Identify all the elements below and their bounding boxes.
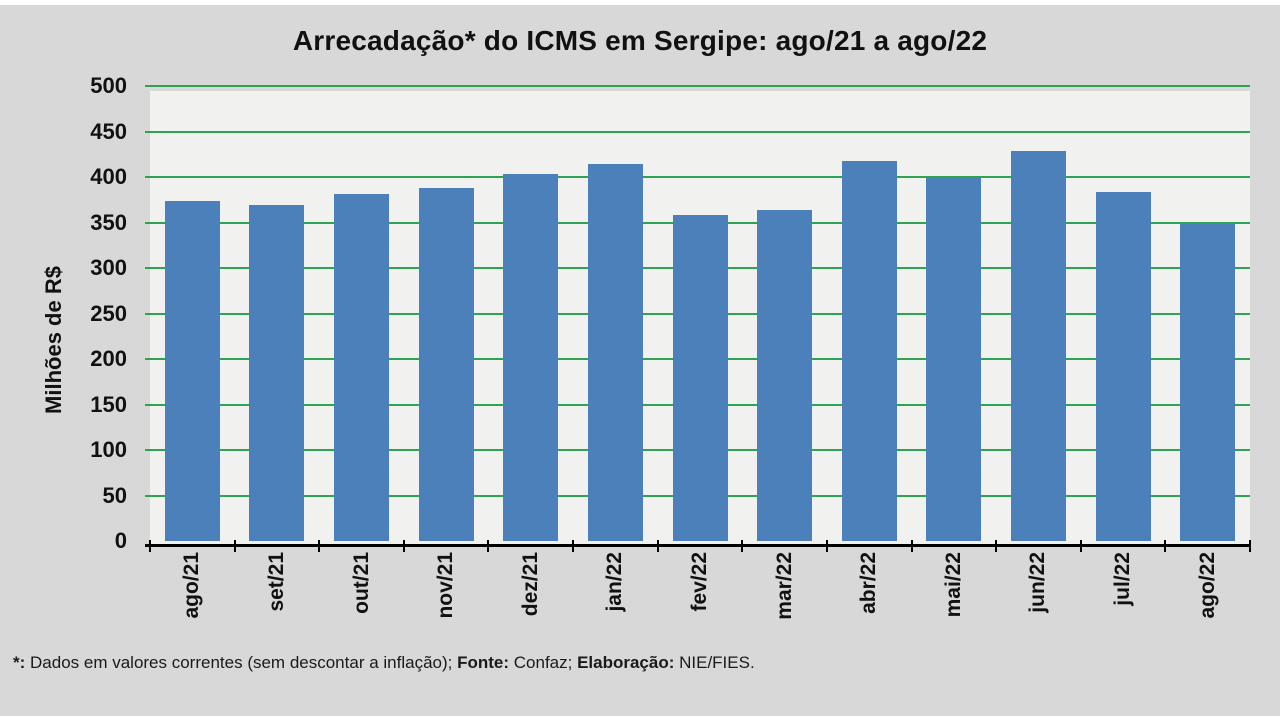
x-tick-label-jun/22: jun/22	[1026, 552, 1050, 613]
bar-dez/21	[503, 174, 559, 541]
x-tick-label-mai/22: mai/22	[941, 552, 965, 618]
bar-ago/21	[164, 200, 220, 541]
x-tick-label-set/21: set/21	[264, 552, 288, 612]
y-tick-label-500: 500	[90, 73, 127, 98]
bar-mai/22	[926, 177, 982, 541]
bar-jun/22	[1010, 150, 1066, 541]
bar-out/21	[334, 194, 390, 541]
gridline-450	[145, 130, 1250, 133]
y-tick-label-100: 100	[90, 437, 127, 462]
footnote: *: Dados em valores correntes (sem desco…	[13, 653, 1263, 673]
bar-set/21	[249, 205, 305, 541]
footnote-asterisk-label: *:	[13, 653, 26, 672]
y-tick-label-300: 300	[90, 255, 127, 280]
chart-title: Arrecadação* do ICMS em Sergipe: ago/21 …	[292, 25, 988, 56]
y-tick-label-0: 0	[114, 528, 127, 553]
y-tick-label-450: 450	[90, 118, 127, 144]
x-axis-tick	[1249, 540, 1251, 552]
x-tick-label-out/21: out/21	[349, 552, 373, 614]
y-tick-label-250: 250	[90, 300, 127, 326]
bar-fev/22	[672, 215, 728, 541]
bar-nov/21	[418, 187, 474, 541]
y-tick-label-200: 200	[90, 346, 127, 371]
bar-ago/22	[1180, 222, 1236, 541]
y-tick-label-150: 150	[90, 391, 127, 417]
bar-abr/22	[841, 160, 897, 541]
bar-mar/22	[757, 209, 813, 541]
bar-jan/22	[587, 164, 643, 541]
bar-jul/22	[1095, 192, 1151, 541]
footnote-text-2: Confaz;	[509, 653, 578, 672]
y-tick-label-350: 350	[90, 209, 127, 235]
x-tick-label-abr/22: abr/22	[857, 552, 881, 614]
gridline-500	[145, 85, 1250, 87]
footnote-fonte-label: Fonte:	[457, 653, 510, 672]
x-tick-label-ago/22: ago/22	[1195, 552, 1219, 619]
footnote-elaboracao-label: Elaboração:	[577, 653, 675, 672]
x-tick-label-jul/22: jul/22	[1111, 552, 1135, 606]
x-tick-label-dez/21: dez/21	[518, 552, 542, 617]
x-tick-label-ago/21: ago/21	[180, 552, 204, 619]
gridline-400	[145, 176, 1250, 178]
x-tick-label-fev/22: fev/22	[688, 552, 711, 612]
y-tick-label-50: 50	[102, 482, 127, 508]
x-axis-line	[145, 544, 1250, 547]
footnote-text-1: Dados em valores correntes (sem desconta…	[25, 653, 458, 672]
slide-background: Arrecadação* do ICMS em Sergipe: ago/21 …	[0, 5, 1280, 716]
x-tick-label-jan/22: jan/22	[603, 552, 627, 612]
footnote-text-3: NIE/FIES.	[674, 653, 755, 672]
y-tick-label-400: 400	[90, 164, 127, 189]
x-tick-label-mar/22: mar/22	[772, 552, 796, 620]
x-tick-label-nov/21: nov/21	[434, 552, 458, 619]
